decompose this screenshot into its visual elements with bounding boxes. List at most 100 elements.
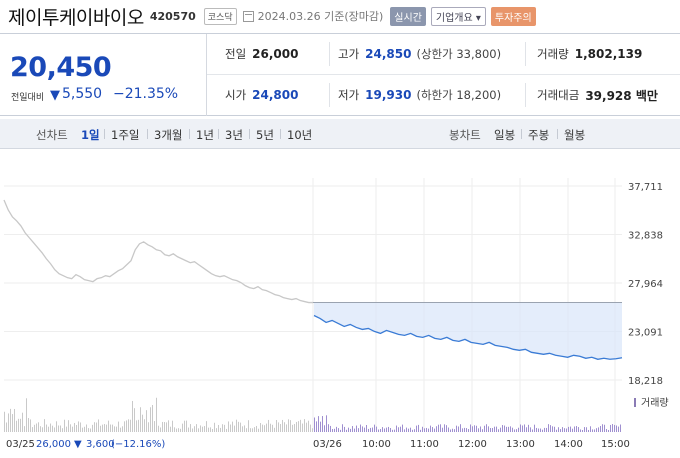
volume-bar — [10, 408, 11, 432]
tab-3y[interactable]: 3년 — [225, 128, 243, 142]
tab-daily-candle[interactable]: 일봉 — [494, 128, 516, 142]
volume-bar — [266, 423, 267, 432]
volume-bar — [604, 424, 605, 432]
volume-bar — [462, 428, 463, 432]
volume-bar — [126, 420, 127, 432]
tab-1w[interactable]: 1주일 — [111, 128, 140, 142]
chart-tabs: 선차트 1일 1주일 3개월 1년 3년 5년 10년 봉차트 일봉 주봉 월봉 — [0, 119, 680, 149]
tab-separator — [189, 129, 190, 139]
volume-bar — [178, 428, 179, 432]
volume-bar — [394, 429, 395, 432]
stock-name: 제이투케이바이오 — [8, 6, 144, 29]
volume-bar — [124, 421, 125, 432]
lower-limit: (하한가 18,200) — [416, 88, 502, 102]
volume-bar — [386, 427, 387, 432]
stock-header: 제이투케이바이오 420570 코스닥 2024.03.26 기준(장마감) 실… — [0, 0, 680, 32]
volume-bar — [134, 408, 135, 432]
volume-bar — [522, 425, 523, 432]
volume-bar — [408, 428, 409, 432]
volume-bar — [550, 425, 551, 432]
realtime-button[interactable]: 실시간 — [390, 6, 426, 26]
volume-bar — [76, 424, 77, 432]
tab-1d[interactable]: 1일 — [81, 128, 100, 142]
volume-bar — [542, 429, 543, 432]
volume-bar — [420, 429, 421, 432]
tab-5y[interactable]: 5년 — [256, 128, 274, 142]
tab-monthly-candle[interactable]: 월봉 — [564, 128, 586, 142]
volume-bar — [118, 421, 119, 432]
volume-bar — [332, 428, 333, 432]
volume-bar — [112, 424, 113, 432]
volume-bar — [62, 428, 63, 432]
volume-bar — [274, 427, 275, 432]
volume-bar — [262, 424, 263, 432]
volume-bar — [544, 427, 545, 432]
tab-3m[interactable]: 3개월 — [154, 128, 183, 142]
volume-bar — [490, 427, 491, 432]
volume-bar — [80, 422, 81, 432]
low-value: 19,930 — [365, 88, 412, 102]
x-tick-label: 13:00 — [506, 439, 535, 450]
volume-bar — [524, 424, 525, 432]
price-chart-svg: 37,711 32,838 27,964 23,091 18,218 거래량 03/26… — [3, 178, 669, 450]
tab-separator — [249, 129, 250, 139]
volume-bar — [406, 427, 407, 432]
volume-bar — [388, 426, 389, 432]
volume-bar — [208, 427, 209, 432]
volume-bar — [374, 424, 375, 432]
investment-caution-badge[interactable]: 투자주의 — [490, 6, 536, 26]
high-label: 고가 — [338, 47, 360, 61]
stats-row-2: 시가 24,800 저가 19,930 (하한가 18,200) 거래대금 39… — [207, 75, 680, 116]
volume-bar — [316, 421, 317, 432]
volume-bar — [372, 427, 373, 432]
volume-bar — [368, 428, 369, 432]
company-overview-button[interactable]: 기업개요 ▾ — [430, 6, 486, 26]
x-tick-label: 10:00 — [362, 439, 391, 450]
volume-bar — [52, 425, 53, 432]
price-chart[interactable]: 37,711 32,838 27,964 23,091 18,218 거래량 03/26… — [0, 150, 680, 458]
volume-bar — [64, 419, 65, 432]
volume-bar — [616, 425, 617, 432]
volume-bar — [188, 427, 189, 432]
tab-separator — [218, 129, 219, 139]
volume-bar — [424, 428, 425, 432]
open-cell: 시가 24,800 — [225, 75, 298, 115]
volume-bar — [296, 421, 297, 432]
volume-bar — [132, 400, 133, 432]
volume-bar — [498, 429, 499, 432]
volume-bar — [612, 424, 613, 432]
volume-bar — [162, 421, 163, 432]
volume-bar — [344, 426, 345, 432]
volume-bar — [560, 429, 561, 432]
volume-bar — [404, 429, 405, 432]
volume-bar — [352, 426, 353, 432]
volume-bar — [278, 422, 279, 432]
volume-bar — [468, 429, 469, 432]
change-label: 전일대비 — [11, 93, 45, 103]
volume-bar — [214, 422, 215, 432]
stats-row-1: 전일 26,000 고가 24,850 (상한가 33,800) 거래량 1,8… — [207, 34, 680, 75]
tab-1y[interactable]: 1년 — [196, 128, 214, 142]
volume-bar — [234, 425, 235, 432]
volume-bar — [304, 419, 305, 432]
volume-bar — [176, 428, 177, 432]
volume-bar — [520, 424, 521, 432]
volume-bar — [512, 427, 513, 432]
amount-value: 39,928 백만 — [585, 88, 658, 103]
divider — [329, 83, 330, 107]
volume-bar — [602, 424, 603, 432]
volume-bar — [174, 427, 175, 432]
volume-bar — [572, 428, 573, 432]
volume-bar — [428, 428, 429, 432]
volume-bar — [150, 407, 151, 432]
tab-10y[interactable]: 10년 — [287, 128, 313, 142]
tab-weekly-candle[interactable]: 주봉 — [528, 128, 550, 142]
volume-bar — [54, 427, 55, 432]
volume-bar — [610, 424, 611, 432]
volume-bar — [514, 429, 515, 432]
stock-code: 420570 — [149, 9, 196, 23]
amount-label: 거래대금 — [537, 88, 580, 102]
volume-bar — [376, 426, 377, 432]
volume-bar — [154, 421, 155, 432]
volume-bar — [448, 427, 449, 432]
